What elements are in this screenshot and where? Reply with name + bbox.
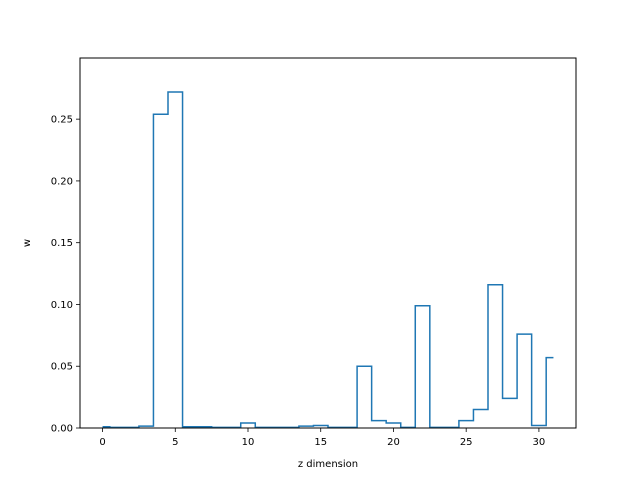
x-axis: 0 5 10 15 20 25 30	[99, 428, 545, 448]
y-tick-label: 0.15	[51, 238, 73, 249]
series-layer	[102, 91, 554, 429]
y-tick-label: 0.05	[51, 362, 73, 373]
plot-area	[80, 58, 576, 428]
y-tick-label: 0.10	[51, 300, 73, 311]
x-tick-label: 15	[314, 437, 327, 448]
x-tick-label: 0	[99, 437, 105, 448]
y-axis-label: w	[22, 239, 33, 247]
y-tick-label: 0.00	[51, 424, 73, 435]
x-axis-label: z dimension	[298, 459, 358, 470]
x-tick-label: 25	[460, 437, 473, 448]
series-line-0	[102, 91, 554, 429]
y-tick-label: 0.25	[51, 115, 73, 126]
x-tick-label: 30	[533, 437, 546, 448]
x-tick-label: 10	[242, 437, 255, 448]
x-tick-label: 20	[387, 437, 400, 448]
x-tick-label: 5	[172, 437, 178, 448]
y-tick-label: 0.20	[51, 176, 73, 187]
y-axis: 0.00 0.05 0.10 0.15 0.20 0.25	[51, 115, 80, 435]
